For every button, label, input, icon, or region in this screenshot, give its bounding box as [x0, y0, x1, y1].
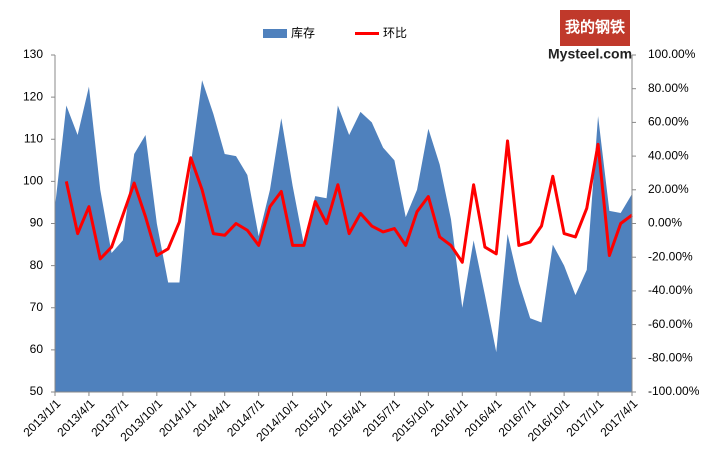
y2-tick-label: -40.00%: [648, 283, 693, 297]
y2-tick-label: 60.00%: [648, 115, 689, 129]
logo: 我的钢铁 Mysteel.com: [548, 10, 632, 62]
y2-tick-label: -60.00%: [648, 317, 693, 331]
y2-tick-label: 100.00%: [648, 47, 696, 61]
y2-tick-label: -80.00%: [648, 350, 693, 364]
x-tick-label: 2017/4/1: [597, 396, 640, 439]
y-tick-label: 70: [30, 300, 44, 314]
logo-cn: 我的钢铁: [565, 18, 625, 36]
y-tick-label: 50: [30, 384, 44, 398]
area: [55, 80, 632, 393]
line: [64, 139, 633, 264]
legend-label: 库存: [291, 25, 315, 40]
y2-tick-label: 20.00%: [648, 182, 689, 196]
y-tick-label: 120: [23, 89, 43, 103]
legend-swatch: [263, 29, 287, 38]
y-tick-label: 110: [24, 131, 43, 145]
logo-en: Mysteel.com: [548, 46, 632, 62]
y-tick-label: 100: [23, 174, 43, 188]
y2-tick-label: -100.00%: [648, 384, 700, 398]
y2-tick-label: 40.00%: [648, 148, 689, 162]
legend: 库存 环比: [263, 25, 407, 40]
y-tick-label: 60: [30, 342, 44, 356]
y2-tick-label: 80.00%: [648, 81, 689, 95]
y-tick-label: 130: [23, 47, 43, 61]
y2-tick-label: -20.00%: [648, 249, 693, 263]
legend-label: 环比: [383, 26, 407, 40]
y-tick-label: 90: [30, 216, 44, 230]
y-tick-label: 80: [30, 258, 44, 272]
logo-badge: [560, 10, 630, 46]
y2-tick-label: 0.00%: [648, 216, 682, 230]
